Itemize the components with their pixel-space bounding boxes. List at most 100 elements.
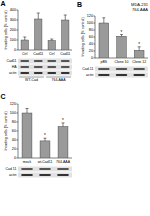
blot-band — [47, 60, 56, 62]
blot-label: actin — [9, 71, 16, 75]
x-tick-label: Cad11 — [33, 52, 43, 56]
error-bar — [64, 15, 67, 20]
blot-band — [39, 174, 51, 176]
error-bar — [37, 13, 40, 19]
bar — [99, 23, 109, 58]
y-tick — [17, 30, 19, 31]
blot-band — [61, 60, 70, 62]
panel: AInvading cells (% control)0100200300400… — [1, 0, 73, 82]
blot-strip — [18, 65, 72, 70]
error-bar — [138, 47, 141, 51]
error-stem — [24, 37, 25, 40]
y-tick-label: 0 — [14, 156, 16, 160]
error-bar — [26, 109, 29, 114]
y-tick — [94, 58, 96, 59]
bar — [40, 141, 50, 158]
y-tick-label: 80 — [89, 28, 93, 32]
y-tick — [94, 37, 96, 38]
panel-letter: B — [77, 1, 82, 8]
blot-band — [34, 66, 43, 68]
y-tick — [17, 131, 19, 132]
error-stem — [27, 109, 28, 114]
error-bar — [120, 35, 123, 37]
x-tick-label: pBS — [101, 60, 108, 64]
blot-band — [61, 72, 70, 74]
error-cap — [102, 17, 105, 18]
y-axis-label: Invading cells (% control) — [4, 10, 8, 49]
y-tick — [17, 140, 19, 141]
y-tick-label: 0 — [91, 56, 93, 60]
blot-strip — [18, 173, 72, 178]
blot-strip — [18, 59, 72, 64]
error-bar — [23, 37, 26, 40]
y-tick — [17, 20, 19, 21]
error-stem — [139, 47, 140, 51]
blot-band — [34, 72, 43, 74]
y-tick — [94, 16, 96, 17]
error-cap — [26, 108, 29, 109]
x-tick-label: mock — [23, 160, 32, 164]
panel-letter: A — [1, 0, 6, 7]
blot-label: Cad 11 — [5, 167, 16, 171]
bar — [35, 19, 42, 50]
blot-label: HA — [12, 65, 18, 69]
y-tick — [17, 50, 19, 51]
y-tick — [94, 51, 96, 52]
error-stem — [65, 15, 66, 20]
blot-band — [116, 68, 127, 70]
annotation: 764-AAA — [132, 7, 148, 12]
blot-band — [20, 66, 29, 68]
x-tick-label: Ctrl — [49, 52, 55, 56]
error-cap — [64, 15, 67, 16]
error-stem — [121, 35, 122, 37]
y-axis-label: Invading cells (% control) — [81, 17, 85, 56]
error-cap — [23, 37, 26, 38]
y-axis — [18, 10, 19, 50]
bar — [22, 113, 32, 158]
blot-band — [98, 68, 109, 70]
y-axis-label: Invading cells (% control) — [4, 111, 8, 150]
y-tick — [17, 149, 19, 150]
x-tick-label: wt-Cad11 — [38, 160, 53, 164]
blot-band — [47, 72, 56, 74]
blot-band — [57, 168, 69, 170]
significance: * — [121, 30, 123, 35]
blot-band — [21, 168, 33, 170]
marks — [99, 18, 144, 58]
blot-band — [134, 68, 145, 70]
y-tick — [17, 40, 19, 41]
group-label: WT-Cad — [25, 78, 38, 82]
y-tick — [94, 23, 96, 24]
significance: * — [138, 42, 140, 47]
y-axis — [18, 104, 19, 158]
error-bar — [44, 138, 47, 141]
y-tick-label: 100 — [10, 111, 16, 115]
figure: AInvading cells (% control)0100200300400… — [0, 0, 150, 216]
marks — [22, 109, 68, 159]
error-stem — [45, 138, 46, 141]
bar — [134, 50, 144, 58]
blot-band — [39, 168, 51, 170]
x-tick-label: Clone 10 — [114, 60, 128, 64]
y-tick — [17, 158, 19, 159]
panel-letter: C — [1, 93, 6, 100]
blot-band — [47, 66, 56, 68]
group-label: 764-AAA — [51, 78, 66, 82]
y-tick-label: 200 — [10, 28, 16, 32]
marks — [21, 13, 69, 50]
y-tick-label: 80 — [12, 120, 16, 124]
significance: * — [62, 118, 64, 123]
panel: CInvading cells (% control)0204060801001… — [1, 93, 73, 178]
blot-label: actin — [86, 73, 93, 77]
y-tick-label: 300 — [10, 18, 16, 22]
y-tick — [17, 113, 19, 114]
blot-strip — [18, 167, 72, 172]
blot-strip — [18, 71, 72, 76]
bar — [62, 20, 69, 50]
y-tick-label: 100 — [87, 21, 93, 25]
blot-label: Cad-11 — [82, 67, 93, 71]
bar — [21, 40, 28, 50]
y-tick — [17, 122, 19, 123]
blot-band — [34, 60, 43, 62]
bar — [117, 36, 127, 58]
